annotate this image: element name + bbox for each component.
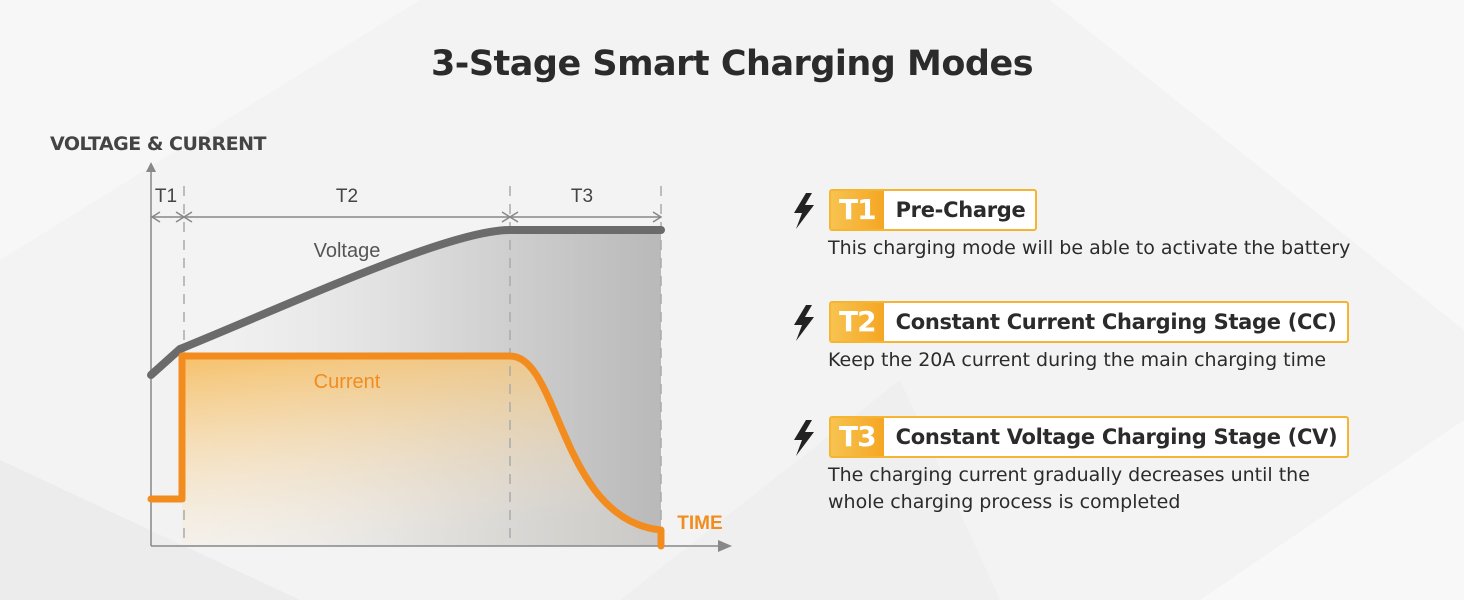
stage-id: T1 bbox=[831, 191, 884, 229]
stage-badge: T1 Pre-Charge bbox=[829, 189, 1038, 231]
x-axis-label: TIME bbox=[677, 513, 722, 534]
stage-id: T3 bbox=[831, 418, 884, 456]
stage-label-t1: T1 bbox=[155, 186, 177, 207]
stage-description: Keep the 20A current during the main cha… bbox=[828, 347, 1326, 374]
description-line: This charging mode will be able to activ… bbox=[828, 237, 1351, 259]
stage-id: T2 bbox=[831, 303, 884, 341]
description-line: whole charging process is completed bbox=[828, 491, 1181, 513]
voltage-label: Voltage bbox=[314, 240, 381, 262]
stage-title: Constant Voltage Charging Stage (CV) bbox=[895, 425, 1338, 449]
stage-badge: T3 Constant Voltage Charging Stage (CV) bbox=[829, 416, 1350, 458]
y-axis-label: VOLTAGE & CURRENT bbox=[50, 133, 267, 155]
current-label: Current bbox=[314, 371, 381, 393]
current-line bbox=[147, 352, 665, 550]
description-line: The charging current gradually decreases… bbox=[828, 464, 1310, 486]
stage-description: The charging current gradually decreases… bbox=[828, 462, 1310, 516]
description-line: Keep the 20A current during the main cha… bbox=[828, 349, 1327, 371]
stage-badge: T2 Constant Current Charging Stage (CC) bbox=[829, 301, 1349, 343]
lightning-bolt-icon bbox=[794, 193, 814, 229]
lightning-bolt-icon bbox=[794, 305, 814, 341]
current-area bbox=[182, 356, 661, 546]
y-axis-arrow bbox=[146, 162, 156, 172]
page-title: 3-Stage Smart Charging Modes bbox=[430, 44, 1034, 84]
stage-title: Constant Current Charging Stage (CC) bbox=[895, 310, 1337, 334]
stage-title: Pre-Charge bbox=[895, 198, 1026, 222]
x-axis-arrow bbox=[718, 540, 732, 552]
stage-description: This charging mode will be able to activ… bbox=[828, 235, 1350, 262]
voltage-line bbox=[147, 226, 665, 379]
stage-label-t3: T3 bbox=[571, 186, 593, 207]
stage-label-t2: T2 bbox=[336, 186, 358, 207]
lightning-bolt-icon bbox=[794, 420, 814, 456]
